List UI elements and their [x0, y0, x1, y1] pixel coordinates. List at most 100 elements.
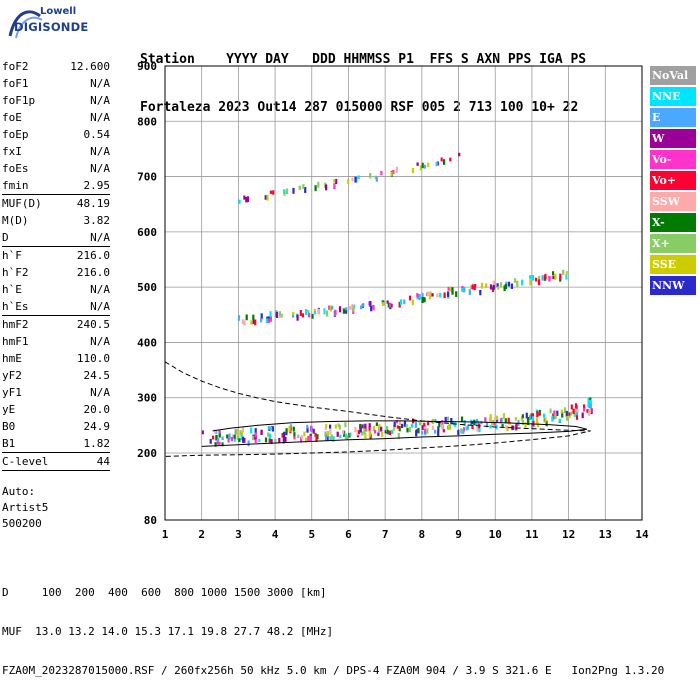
echo-point — [471, 284, 474, 290]
echo-point — [360, 305, 363, 310]
param-row: h`Es N/A — [2, 298, 110, 315]
echo-point — [443, 292, 446, 299]
param-label: hmE — [2, 352, 22, 365]
echo-point — [501, 424, 504, 428]
echo-point — [485, 283, 488, 289]
param-label: MUF(D) — [2, 197, 42, 210]
echo-point — [507, 281, 511, 287]
echo-point — [529, 415, 532, 420]
echo-point — [565, 274, 568, 280]
echo-point — [506, 426, 509, 432]
echo-point — [589, 401, 592, 406]
echo-point — [304, 437, 308, 443]
plot-grid — [165, 66, 642, 520]
echo-point — [387, 302, 390, 308]
station-header: Station YYYY DAY DDD HHMMSS P1 FFS S AXN… — [140, 20, 586, 132]
echo-point — [357, 175, 360, 180]
echo-point — [234, 429, 237, 435]
echo-point — [260, 430, 263, 435]
plot-frame — [164, 65, 643, 521]
echo-point — [242, 436, 245, 443]
echo-point — [384, 430, 387, 434]
echo-point — [492, 285, 495, 290]
echo-point — [423, 297, 426, 303]
echo-point — [375, 176, 378, 182]
autoscaling-info: Auto: Artist5 500200 — [2, 484, 48, 532]
echo-point — [349, 432, 352, 436]
echo-point — [575, 403, 578, 409]
echo-point — [588, 411, 591, 416]
param-row: B1 1.82 — [2, 435, 110, 452]
echo-point — [473, 286, 476, 291]
x-tick-label: 13 — [599, 528, 612, 541]
echo-point — [440, 157, 443, 162]
echo-point — [221, 436, 224, 441]
echo-point — [250, 320, 253, 325]
echo-point — [589, 408, 592, 414]
echo-point — [269, 316, 272, 322]
x-tick-label: 7 — [382, 528, 389, 541]
file-info: FZA0M_2023287015000.RSF / 260fx256h 50 k… — [2, 664, 665, 677]
echo-point — [254, 319, 257, 326]
echo-point — [521, 279, 524, 286]
logo-swoosh-icon — [8, 10, 43, 39]
echo-point — [552, 271, 555, 276]
param-row: C-level 44 — [2, 453, 110, 470]
echo-point — [548, 276, 551, 282]
x-tick-label: 12 — [562, 528, 575, 541]
echo-point — [559, 273, 562, 280]
echo-point — [524, 422, 527, 428]
echo-point — [226, 434, 229, 439]
echo-point — [391, 429, 394, 435]
echo-point — [390, 171, 393, 177]
param-row: hmF1 N/A — [2, 333, 110, 350]
echo-point — [269, 311, 272, 317]
echo-point — [396, 425, 399, 429]
echo-point — [462, 429, 465, 434]
bottom-info: D 100 200 400 600 800 1000 1500 3000 [km… — [2, 560, 664, 690]
echo-point — [315, 437, 318, 442]
echo-point — [250, 427, 253, 434]
echo-point — [551, 415, 554, 422]
echo-point — [351, 177, 354, 182]
echo-point — [218, 429, 221, 434]
param-separator — [2, 470, 110, 471]
echo-point — [313, 311, 317, 315]
echo-point — [529, 279, 532, 286]
param-value: 12.600 — [70, 60, 110, 73]
echo-point — [377, 432, 380, 436]
param-value: N/A — [90, 335, 110, 348]
echo-point — [423, 164, 426, 169]
auto-program: Artist5 — [2, 501, 49, 514]
echo-point — [308, 312, 311, 318]
echo-point — [531, 413, 535, 417]
ionogram-plot: 1 2 3 4 5 6 7 8 9 10 11 12 13 14802003004005006007008… — [137, 60, 649, 541]
echo-point — [495, 415, 499, 421]
x-tick-label: 5 — [308, 528, 315, 541]
echo-point — [538, 275, 541, 280]
echo-point — [380, 426, 383, 432]
echo-point — [215, 430, 218, 435]
echo-point — [408, 295, 412, 301]
echo-point — [372, 425, 376, 432]
echo-point — [554, 413, 557, 420]
echo-point — [246, 196, 249, 203]
echo-point — [554, 273, 557, 280]
x-tick-label: 14 — [635, 528, 649, 541]
echo-point — [536, 422, 540, 428]
solid-trace-curve — [201, 420, 588, 447]
legend-item: SSW — [650, 192, 696, 211]
param-label: yF2 — [2, 369, 22, 382]
echo-point — [380, 170, 383, 176]
echo-point — [497, 286, 500, 290]
param-value: N/A — [90, 300, 110, 313]
echo-point — [431, 293, 434, 297]
echo-point — [466, 425, 469, 430]
echo-point — [311, 313, 314, 319]
echo-point — [268, 437, 271, 443]
echo-point — [245, 197, 248, 203]
echo-point — [280, 313, 283, 318]
echo-point — [531, 275, 534, 280]
param-label: yF1 — [2, 386, 22, 399]
echo-point — [282, 437, 285, 444]
